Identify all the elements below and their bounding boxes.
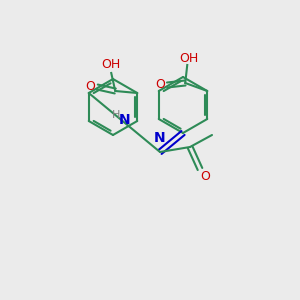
Text: O: O [155,79,165,92]
Text: N: N [154,130,165,145]
Text: H: H [112,110,121,119]
Text: N: N [118,113,130,128]
Text: OH: OH [180,52,199,64]
Text: O: O [200,170,210,184]
Text: OH: OH [102,58,121,71]
Text: O: O [85,80,95,94]
